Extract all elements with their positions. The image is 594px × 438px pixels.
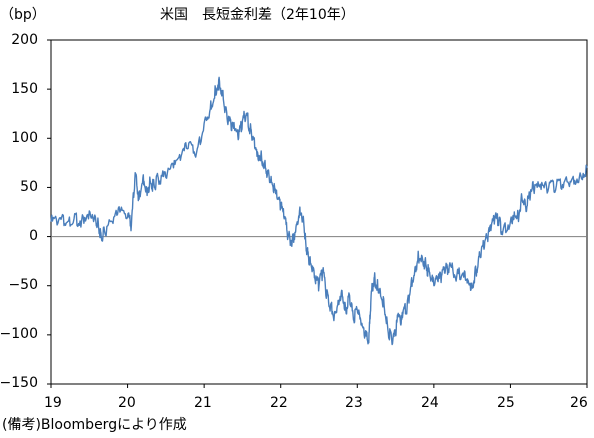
y-tick-label: 0 — [29, 228, 38, 244]
x-tick-label: 21 — [194, 395, 212, 411]
y-axis-ticks — [47, 39, 51, 385]
x-tick-label: 24 — [421, 395, 439, 411]
y-tick-label: 50 — [20, 179, 38, 195]
y-tick-label: −100 — [0, 326, 38, 342]
x-tick-label: 20 — [118, 395, 136, 411]
x-tick-label: 26 — [570, 395, 588, 411]
x-tick-label: 25 — [497, 395, 515, 411]
x-tick-label: 23 — [345, 395, 363, 411]
source-note: (備考)Bloombergにより作成 — [2, 417, 187, 433]
series-line — [50, 76, 588, 346]
x-axis-ticks — [50, 384, 588, 388]
y-axis-unit: （bp） — [0, 7, 46, 23]
y-tick-label: −50 — [8, 277, 38, 293]
y-tick-label: 150 — [11, 81, 38, 97]
x-tick-label: 22 — [270, 395, 288, 411]
y-tick-label: 100 — [11, 130, 38, 146]
plot-area-frame — [50, 39, 588, 385]
x-tick-label: 19 — [44, 395, 62, 411]
y-tick-label: 200 — [11, 32, 38, 48]
chart-title: 米国 長短金利差（2年10年） — [160, 7, 355, 23]
y-tick-label: −150 — [0, 375, 38, 391]
